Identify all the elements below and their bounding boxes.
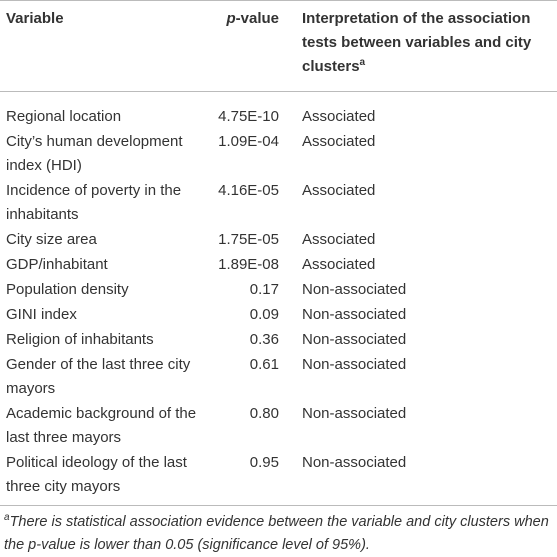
table-row: Population density 0.17 Non-associated xyxy=(0,278,557,303)
p-value-cell: 1.75E-05 xyxy=(218,231,279,248)
header-text: Variable xyxy=(6,10,64,27)
variable-cell: Academic background of the last three ma… xyxy=(6,405,197,446)
table-row: City’s human development index (HDI) 1.09… xyxy=(0,130,557,179)
table-row: GDP/inhabitant 1.89E-08 Associated xyxy=(0,253,557,278)
table-row: Academic background of the last three ma… xyxy=(0,402,557,451)
table-header: Variable p-value Interpretation of the a… xyxy=(0,0,557,92)
table-row: Gender of the last three city mayors 0.61… xyxy=(0,353,557,402)
interpretation-cell: Associated xyxy=(302,133,376,150)
variable-cell: Gender of the last three city mayors xyxy=(6,356,191,397)
table-row: Political ideology of the last three cit… xyxy=(0,451,557,506)
interpretation-cell: Associated xyxy=(302,182,376,199)
header-cell: Variable xyxy=(0,0,210,92)
table-row: City size area 1.75E-05 Associated xyxy=(0,228,557,253)
variable-cell: City’s human development index (HDI) xyxy=(6,133,183,174)
p-value-cell: 4.75E-10 xyxy=(218,108,279,125)
header-cell: p-value xyxy=(210,0,279,92)
p-value-cell: 0.80 xyxy=(249,405,279,422)
interpretation-cell: Non-associated xyxy=(302,405,407,422)
header-row: Variable p-value Interpretation of the a… xyxy=(0,0,557,92)
interpretation-cell: Non-associated xyxy=(302,281,407,298)
p-value-cell: 0.61 xyxy=(249,356,279,373)
variable-cell: GINI index xyxy=(6,306,77,323)
p-value-cell: 1.89E-08 xyxy=(218,256,279,273)
interpretation-cell: Non-associated xyxy=(302,356,407,373)
variable-cell: Regional location xyxy=(6,108,122,125)
table-row: Incidence of poverty in the inhabitants 4… xyxy=(0,179,557,228)
interpretation-cell: Associated xyxy=(302,256,376,273)
variable-cell: Population density xyxy=(6,281,129,298)
header-italic: p xyxy=(226,10,236,27)
table-body: Regional location 4.75E-10 Associated City’… xyxy=(0,92,557,506)
table-row: Religion of inhabitants 0.36 Non-associate… xyxy=(0,328,557,353)
footnote-marker: a xyxy=(4,512,10,524)
p-value-cell: 4.16E-05 xyxy=(218,182,279,199)
data-table: Variable p-value Interpretation of the a… xyxy=(0,0,557,506)
interpretation-cell: Non-associated xyxy=(302,331,407,348)
footnote: aThere is statistical association eviden… xyxy=(0,506,557,557)
table-row: Regional location 4.75E-10 Associated xyxy=(0,92,557,130)
variable-cell: Incidence of poverty in the inhabitants xyxy=(6,182,182,223)
variable-cell: Political ideology of the last three cit… xyxy=(6,454,187,495)
variable-cell: GDP/inhabitant xyxy=(6,256,108,273)
table-row: GINI index 0.09 Non-associated xyxy=(0,303,557,328)
header-text: -value xyxy=(235,10,279,27)
header-text: Interpretation of the association tests … xyxy=(302,10,532,75)
p-value-cell: 0.09 xyxy=(249,306,279,323)
interpretation-cell: Non-associated xyxy=(302,306,407,323)
p-value-cell: 0.17 xyxy=(249,281,279,298)
p-value-cell: 0.36 xyxy=(249,331,279,348)
variable-cell: City size area xyxy=(6,231,97,248)
interpretation-cell: Non-associated xyxy=(302,454,407,471)
header-cell: Interpretation of the association tests … xyxy=(279,0,557,92)
interpretation-cell: Associated xyxy=(302,231,376,248)
interpretation-cell: Associated xyxy=(302,108,376,125)
p-value-cell: 0.95 xyxy=(249,454,279,471)
footnote-text: There is statistical association evidenc… xyxy=(4,514,549,553)
header-superscript: a xyxy=(359,57,366,68)
variable-cell: Religion of inhabitants xyxy=(6,331,154,348)
p-value-cell: 1.09E-04 xyxy=(218,133,279,150)
